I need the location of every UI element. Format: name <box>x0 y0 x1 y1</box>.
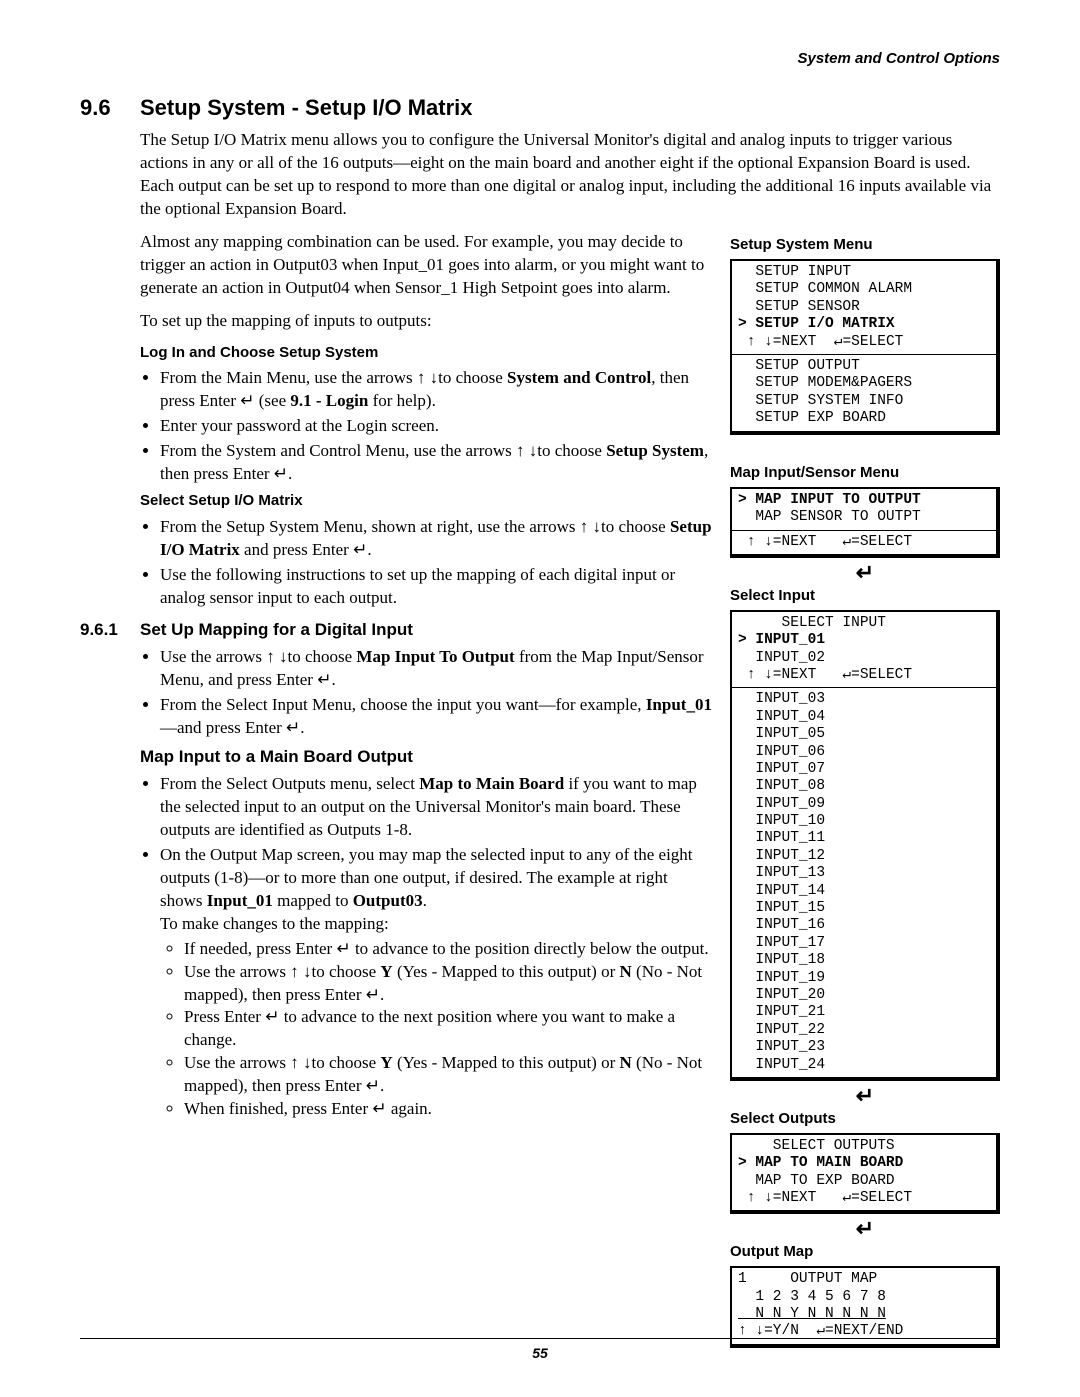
select-list: From the Setup System Menu, shown at rig… <box>140 516 712 610</box>
running-header: System and Control Options <box>80 50 1000 67</box>
lcd-setup-system: SETUP INPUT SETUP COMMON ALARM SETUP SEN… <box>730 259 1000 435</box>
map-sub-1: If needed, press Enter ↵ to advance to t… <box>184 938 712 961</box>
map-item-1: From the Select Outputs menu, select Map… <box>160 773 712 842</box>
section-body: The Setup I/O Matrix menu allows you to … <box>140 129 1000 1354</box>
map-sub-4: Use the arrows ↑ ↓to choose Y (Yes - Map… <box>184 1052 712 1098</box>
sub-heading-map: Map Input to a Main Board Output <box>140 746 712 769</box>
map-sub-3: Press Enter ↵ to advance to the next pos… <box>184 1006 712 1052</box>
sub-heading-login: Log In and Choose Setup System <box>140 343 712 363</box>
login-item-1: From the Main Menu, use the arrows ↑ ↓to… <box>160 367 712 413</box>
enter-icon: ↵ <box>730 1087 1000 1105</box>
two-column-area: Almost any mapping combination can be us… <box>140 231 1000 1354</box>
map-item-2: On the Output Map screen, you may map th… <box>160 844 712 1121</box>
login-item-2: Enter your password at the Login screen. <box>160 415 712 438</box>
left-column: Almost any mapping combination can be us… <box>140 231 712 1354</box>
select-item-2: Use the following instructions to set up… <box>160 564 712 610</box>
digital-list: Use the arrows ↑ ↓to choose Map Input To… <box>140 646 712 740</box>
enter-icon: ↵ <box>730 564 1000 582</box>
footer-rule <box>80 1338 1000 1339</box>
page: System and Control Options 9.6 Setup Sys… <box>0 0 1080 1397</box>
lcd-setup-top: SETUP INPUT SETUP COMMON ALARM SETUP SEN… <box>732 261 996 355</box>
side-title-setup: Setup System Menu <box>730 235 1000 255</box>
lcd-mis-bot: ↑ ↓=NEXT ↵=SELECT <box>732 531 996 554</box>
section-heading: 9.6 Setup System - Setup I/O Matrix <box>80 95 1000 121</box>
right-column: Setup System Menu SETUP INPUT SETUP COMM… <box>730 231 1000 1354</box>
map-sub-5: When finished, press Enter ↵ again. <box>184 1098 712 1121</box>
digital-item-2: From the Select Input Menu, choose the i… <box>160 694 712 740</box>
lcd-si-bot: INPUT_03 INPUT_04 INPUT_05 INPUT_06 INPU… <box>732 688 996 1077</box>
page-number: 55 <box>0 1345 1080 1361</box>
map-list: From the Select Outputs menu, select Map… <box>140 773 712 1121</box>
side-title-si: Select Input <box>730 586 1000 606</box>
subsection-heading: 9.6.1 Set Up Mapping for a Digital Input <box>80 619 712 642</box>
login-list: From the Main Menu, use the arrows ↑ ↓to… <box>140 367 712 486</box>
enter-icon: ↵ <box>730 1220 1000 1238</box>
map-item-2-tail: To make changes to the mapping: <box>160 913 712 936</box>
section-title: Setup System - Setup I/O Matrix <box>140 95 473 121</box>
lcd-select-input: SELECT INPUT > INPUT_01 INPUT_02 ↑ ↓=NEX… <box>730 610 1000 1081</box>
login-item-3: From the System and Control Menu, use th… <box>160 440 712 486</box>
lcd-si-top: SELECT INPUT > INPUT_01 INPUT_02 ↑ ↓=NEX… <box>732 612 996 689</box>
digital-item-1: Use the arrows ↑ ↓to choose Map Input To… <box>160 646 712 692</box>
select-item-1: From the Setup System Menu, shown at rig… <box>160 516 712 562</box>
lcd-map-input-sensor: > MAP INPUT TO OUTPUT MAP SENSOR TO OUTP… <box>730 487 1000 558</box>
map-sub-2: Use the arrows ↑ ↓to choose Y (Yes - Map… <box>184 961 712 1007</box>
intro-para-2: Almost any mapping combination can be us… <box>140 231 712 300</box>
side-title-so: Select Outputs <box>730 1109 1000 1129</box>
map-sublist: If needed, press Enter ↵ to advance to t… <box>160 938 712 1122</box>
lcd-mis-top: > MAP INPUT TO OUTPUT MAP SENSOR TO OUTP… <box>732 489 996 531</box>
lcd-select-outputs: SELECT OUTPUTS > MAP TO MAIN BOARD MAP T… <box>730 1133 1000 1215</box>
sub-heading-select: Select Setup I/O Matrix <box>140 491 712 511</box>
subsection-number: 9.6.1 <box>80 619 140 642</box>
lcd-output-map: 1 OUTPUT MAP 1 2 3 4 5 6 7 8 N N Y N N N… <box>730 1266 1000 1348</box>
side-title-om: Output Map <box>730 1242 1000 1262</box>
intro-para-1: The Setup I/O Matrix menu allows you to … <box>140 129 1000 221</box>
subsection-title: Set Up Mapping for a Digital Input <box>140 619 413 642</box>
section-number: 9.6 <box>80 95 140 121</box>
intro-para-3: To set up the mapping of inputs to outpu… <box>140 310 712 333</box>
side-title-mis: Map Input/Sensor Menu <box>730 463 1000 483</box>
lcd-setup-bot: SETUP OUTPUT SETUP MODEM&PAGERS SETUP SY… <box>732 355 996 431</box>
